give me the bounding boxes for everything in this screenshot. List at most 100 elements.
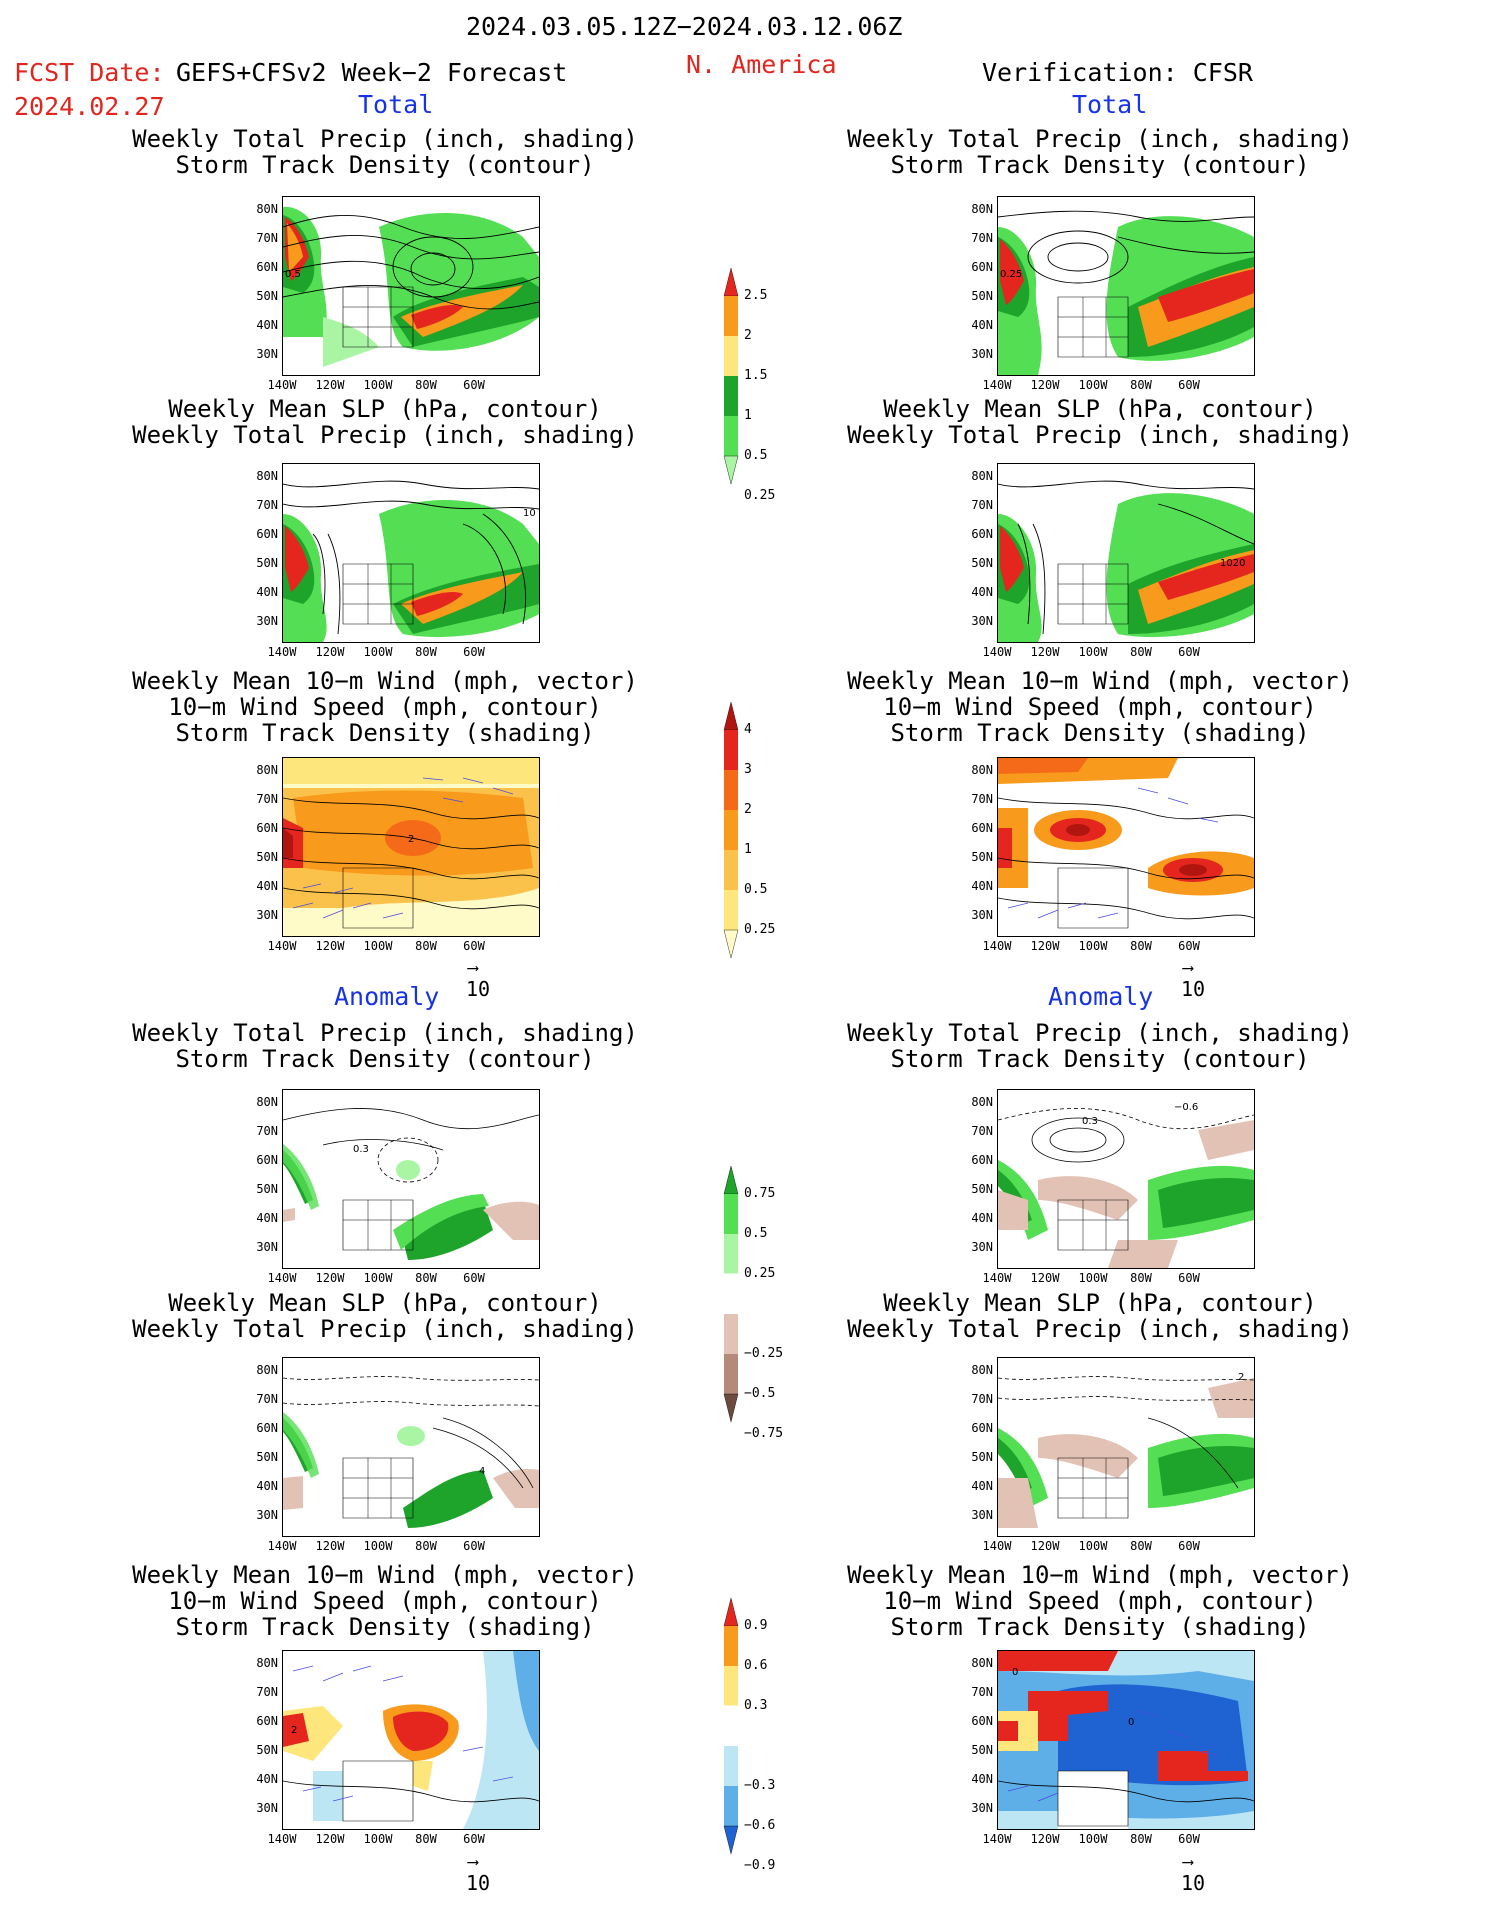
model-label: GEFS+CFSv2 Week−2 Forecast	[176, 58, 568, 87]
ob-total-wind-map-lat-label: 30N	[971, 908, 993, 922]
cb-precip-total-label: 0.25	[744, 488, 776, 503]
fc-total-slp-map-lat-label: 80N	[256, 469, 278, 483]
fc-anom-precip-map-lon-label: 100W	[363, 1271, 393, 1285]
verification-anomaly-header: Anomaly	[1048, 982, 1154, 1011]
ob-anom-slp-map-lat-label: 40N	[971, 1479, 993, 1493]
ob-anom-wind-map-lat-label: 70N	[971, 1685, 993, 1699]
ob-total-wind-map-lon-label: 80W	[1130, 939, 1152, 953]
ob-total-wind-map-lon-label: 60W	[1178, 939, 1200, 953]
cb-precip-anom-bottom-cap	[723, 1393, 739, 1422]
fc-anom-wind-map-lat-label: 70N	[256, 1685, 278, 1699]
cb-storm-anom-label: −0.3	[744, 1778, 776, 1793]
fc-total-vector-ref: ⟶ 10	[466, 958, 491, 1001]
cb-storm-total-label: 4	[744, 722, 752, 737]
fc-total-slp-contour-label: 10	[523, 508, 536, 519]
ob-anom-wind-map-lon-label: 80W	[1130, 1832, 1152, 1846]
fc-total-slp-map-lat-label: 40N	[256, 585, 278, 599]
fc-anom-precip-map-lat-label: 60N	[256, 1153, 278, 1167]
fc-anom-slp-map-lon-label: 120W	[315, 1539, 345, 1553]
cb-storm-anom-swatch	[724, 1626, 738, 1666]
fc-total-wind-map-lon-label: 80W	[415, 939, 437, 953]
fc-total-wind-map-lat-label: 60N	[256, 821, 278, 835]
fc-total-wind-map-lon-label: 140W	[267, 939, 297, 953]
fc-anom-vector-ref: ⟶ 10	[466, 1852, 491, 1895]
cb-storm-total-swatch	[724, 850, 738, 890]
cb-precip-anom-label: −0.75	[744, 1426, 784, 1441]
fc-anom-slp-map: 4	[282, 1357, 540, 1537]
ob-anom-wind-title: Weekly Mean 10−m Wind (mph, vector) 10−m …	[847, 1561, 1353, 1641]
fc-anom-slp-map-lat-label: 40N	[256, 1479, 278, 1493]
cb-storm-anom-label: 0.3	[744, 1698, 768, 1713]
fc-anom-wind-map-lon-label: 140W	[267, 1832, 297, 1846]
ob-anom-precip-map-lon-label: 140W	[982, 1271, 1012, 1285]
cb-precip-total-label: 1	[744, 408, 752, 423]
cb-storm-anom-label: 0.9	[744, 1618, 768, 1633]
fc-total-precip-map: 0.5	[282, 196, 540, 376]
forecast-anomaly-header: Anomaly	[334, 982, 440, 1011]
ob-total-vector-ref: ⟶ 10	[1181, 958, 1206, 1001]
ob-anom-slp-map-lat-label: 60N	[971, 1421, 993, 1435]
ob-anom-precip-map-lon-label: 100W	[1078, 1271, 1108, 1285]
cb-precip-anom-label: 0.5	[744, 1226, 768, 1241]
ob-total-precip-map-lat-label: 40N	[971, 318, 993, 332]
fc-anom-slp-map-lat-label: 30N	[256, 1508, 278, 1522]
ob-total-slp-map-lat-label: 80N	[971, 469, 993, 483]
fc-total-precip-map-lon-label: 100W	[363, 378, 393, 392]
ob-anom-precip-map: 0.3 −0.6	[997, 1089, 1255, 1269]
fc-total-slp-map-lat-label: 70N	[256, 498, 278, 512]
ob-anom-slp-map-lon-label: 60W	[1178, 1539, 1200, 1553]
ob-total-precip-title: Weekly Total Precip (inch, shading) Storm…	[847, 125, 1353, 179]
cb-storm-total-swatch	[724, 730, 738, 770]
fc-total-precip-map-lat-label: 50N	[256, 289, 278, 303]
fc-total-wind-contour-label: 2	[408, 834, 414, 845]
cb-storm-total-label: 1	[744, 842, 752, 857]
cb-precip-anom-top-cap	[723, 1166, 739, 1195]
ob-anom-slp-map-lat-label: 30N	[971, 1508, 993, 1522]
ob-total-wind-map-lat-label: 50N	[971, 850, 993, 864]
fc-anom-slp-map-lon-label: 140W	[267, 1539, 297, 1553]
ob-anom-slp-contour-label: 2	[1238, 1372, 1244, 1383]
fc-anom-precip-map-lon-label: 140W	[267, 1271, 297, 1285]
cb-precip-anom-label: 0.75	[744, 1186, 776, 1201]
fc-total-precip-map-lon-label: 120W	[315, 378, 345, 392]
cb-precip-anom-swatch	[723, 1273, 739, 1315]
cb-precip-total-label: 2	[744, 328, 752, 343]
ob-total-slp-map: 1020	[997, 463, 1255, 643]
ob-anom-precip-map-lat-label: 80N	[971, 1095, 993, 1109]
ob-total-slp-map-lon-label: 60W	[1178, 645, 1200, 659]
cb-storm-total-bottom-cap	[723, 929, 739, 958]
ob-anom-precip-map-lat-label: 70N	[971, 1124, 993, 1138]
fc-total-precip-map-lat-label: 70N	[256, 231, 278, 245]
ob-total-precip-map-lat-label: 30N	[971, 347, 993, 361]
cb-storm-anom-top-cap	[723, 1598, 739, 1627]
ob-total-precip-map-lat-label: 50N	[971, 289, 993, 303]
fc-total-wind-map-lat-label: 50N	[256, 850, 278, 864]
fc-anom-wind-map-lon-label: 80W	[415, 1832, 437, 1846]
ob-anom-precip-map-lat-label: 50N	[971, 1182, 993, 1196]
ob-anom-wind-map-lat-label: 30N	[971, 1801, 993, 1815]
cb-storm-anom-label: −0.9	[744, 1858, 776, 1873]
ob-anom-wind-map-lat-label: 60N	[971, 1714, 993, 1728]
cb-storm-total-swatch	[724, 810, 738, 850]
ob-anom-precip-contour-label-b: −0.6	[1174, 1102, 1198, 1113]
fc-anom-slp-map-lon-label: 60W	[463, 1539, 485, 1553]
fc-total-slp-map-lon-label: 140W	[267, 645, 297, 659]
ob-anom-slp-map-lat-label: 70N	[971, 1392, 993, 1406]
cb-precip-anom-swatch	[724, 1314, 738, 1354]
ob-anom-wind-map-lon-label: 120W	[1030, 1832, 1060, 1846]
cb-precip-total-swatch	[724, 296, 738, 336]
ob-total-slp-map-lon-label: 80W	[1130, 645, 1152, 659]
cb-precip-anom-label: −0.5	[744, 1386, 776, 1401]
fc-anom-precip-map-lon-label: 120W	[315, 1271, 345, 1285]
fc-total-slp-map: 10	[282, 463, 540, 643]
fc-anom-precip-map: 0.3	[282, 1089, 540, 1269]
ob-total-precip-map-lat-label: 80N	[971, 202, 993, 216]
fc-total-precip-map-lat-label: 30N	[256, 347, 278, 361]
ob-total-wind-map-lat-label: 40N	[971, 879, 993, 893]
fc-anom-wind-title: Weekly Mean 10−m Wind (mph, vector) 10−m …	[132, 1561, 638, 1641]
fc-anom-slp-map-lat-label: 80N	[256, 1363, 278, 1377]
verification-label: Verification: CFSR	[982, 58, 1253, 87]
ob-anom-precip-map-lon-label: 60W	[1178, 1271, 1200, 1285]
ob-anom-precip-map-lat-label: 30N	[971, 1240, 993, 1254]
cb-storm-total-label: 3	[744, 762, 752, 777]
